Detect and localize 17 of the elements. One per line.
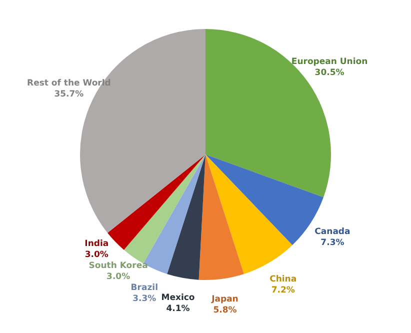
data-label: 3.3% <box>132 294 157 304</box>
data-label: 3.0% <box>84 250 109 260</box>
data-label: 30.5% <box>314 68 345 78</box>
slice-label: India <box>84 238 109 249</box>
data-label: 7.3% <box>320 238 345 248</box>
slice-label: Canada <box>314 226 351 237</box>
slice-label: Japan <box>210 294 238 304</box>
data-label: 5.8% <box>213 305 238 316</box>
data-label: 4.1% <box>166 304 190 314</box>
data-label: 35.7% <box>54 90 84 100</box>
slice-label: Brazil <box>130 282 158 293</box>
data-label: 7.2% <box>271 285 296 296</box>
slice-label: Mexico <box>161 293 195 304</box>
slice-label: China <box>270 274 297 284</box>
slice-label: European Union <box>291 57 368 68</box>
data-label: 3.0% <box>106 272 131 282</box>
slice-label: South Korea <box>88 260 148 271</box>
